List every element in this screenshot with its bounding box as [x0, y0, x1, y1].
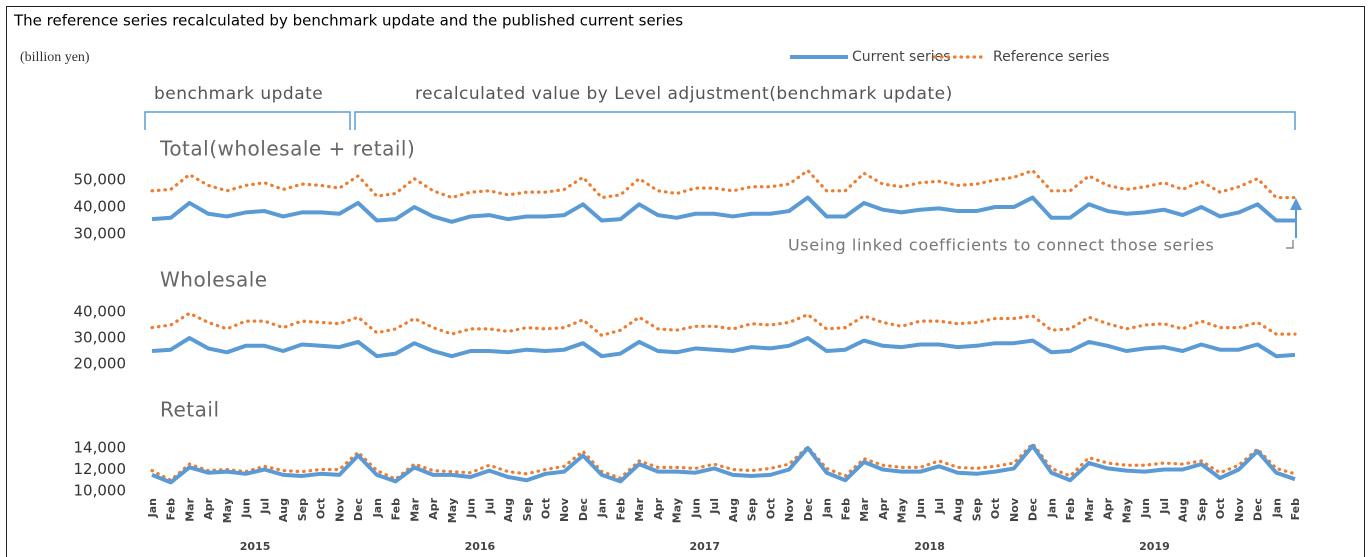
year-label: 2019	[1139, 540, 1170, 553]
panel-title: Wholesale	[160, 268, 268, 292]
x-tick-label: Dec	[1252, 498, 1265, 521]
x-tick-label: Sep	[296, 498, 309, 521]
x-tick-label: Nov	[558, 497, 571, 522]
y-tick-label: 30,000	[74, 225, 127, 243]
series-line	[151, 195, 1295, 224]
x-tick-label: Jul	[933, 498, 946, 515]
arrow-head	[1290, 198, 1302, 210]
y-tick-label: 12,000	[74, 460, 127, 478]
frame	[6, 6, 1365, 557]
y-tick-label: 10,000	[74, 482, 127, 500]
x-tick-label: Oct	[315, 498, 328, 519]
bracket-label: recalculated value by Level adjustment(b…	[415, 84, 953, 104]
year-label: 2015	[240, 540, 271, 553]
x-tick-label: May	[1120, 498, 1133, 523]
x-tick-label: Aug	[1177, 498, 1190, 522]
x-tick-label: Jan	[1045, 498, 1058, 518]
x-tick-label: Feb	[390, 498, 403, 521]
x-tick-label: Jan	[146, 498, 159, 518]
x-tick-label: Jan	[371, 498, 384, 518]
x-tick-label: Jun	[240, 498, 253, 519]
x-tick-label: Apr	[1102, 497, 1115, 519]
x-tick-label: Jul	[708, 498, 721, 515]
x-tick-label: Dec	[1027, 498, 1040, 521]
x-tick-label: Jul	[1158, 498, 1171, 515]
y-tick-label: 30,000	[74, 329, 127, 347]
y-tick-label: 40,000	[74, 303, 127, 321]
unit-label: (billion yen)	[20, 50, 90, 65]
y-tick-label: 50,000	[74, 171, 127, 189]
year-label: 2017	[689, 540, 720, 553]
x-tick-label: Apr	[877, 497, 890, 519]
x-tick-label: Oct	[764, 498, 777, 519]
x-tick-label: Jun	[689, 498, 702, 519]
x-tick-label: Jul	[258, 498, 271, 515]
x-tick-label: Sep	[970, 498, 983, 521]
x-tick-label: Oct	[539, 498, 552, 519]
x-tick-label: Mar	[408, 497, 421, 521]
series-line	[150, 441, 1297, 483]
series-line	[151, 336, 1296, 359]
x-tick-label: May	[221, 498, 234, 523]
year-label: 2016	[465, 540, 496, 553]
x-tick-label: Apr	[652, 497, 665, 519]
x-tick-label: Nov	[783, 497, 796, 522]
chart-title: The reference series recalculated by ben…	[13, 12, 683, 30]
x-tick-label: Nov	[1008, 497, 1021, 522]
x-tick-label: Oct	[989, 498, 1002, 519]
x-tick-label: Nov	[1233, 497, 1246, 522]
x-tick-label: Jan	[596, 498, 609, 518]
series-line	[151, 443, 1296, 485]
bracket	[144, 111, 351, 130]
x-tick-label: Mar	[633, 497, 646, 521]
panel-title: Total(wholesale + retail)	[159, 137, 415, 161]
y-tick-label: 20,000	[74, 355, 127, 373]
legend-label: Current series	[852, 49, 951, 65]
x-tick-label: Mar	[183, 497, 196, 521]
x-tick-label: Feb	[165, 498, 178, 521]
panel-title: Retail	[160, 398, 220, 422]
bracket-label: benchmark update	[154, 84, 323, 104]
x-tick-label: Mar	[858, 497, 871, 521]
year-label: 2018	[914, 540, 945, 553]
x-tick-label: Sep	[1195, 498, 1208, 521]
x-tick-label: Feb	[1289, 498, 1302, 521]
x-tick-label: Feb	[614, 498, 627, 521]
series-line	[150, 311, 1297, 338]
x-tick-label: Dec	[802, 498, 815, 521]
x-tick-label: Feb	[839, 498, 852, 521]
x-tick-label: Aug	[502, 498, 515, 522]
x-tick-label: Jun	[914, 498, 927, 519]
x-tick-label: Jun	[465, 498, 478, 519]
x-tick-label: Oct	[1214, 498, 1227, 519]
annotation: Useing linked coefficients to connect th…	[788, 236, 1214, 255]
legend-label: Reference series	[993, 49, 1109, 65]
x-tick-label: Feb	[1064, 498, 1077, 521]
x-tick-label: Jan	[821, 498, 834, 518]
y-tick-label: 40,000	[74, 198, 127, 216]
x-tick-label: Sep	[746, 498, 759, 521]
x-tick-label: Aug	[727, 498, 740, 522]
x-tick-label: Dec	[577, 498, 590, 521]
y-tick-label: 14,000	[74, 438, 127, 456]
x-tick-label: May	[446, 498, 459, 523]
x-tick-label: Nov	[333, 497, 346, 522]
x-tick-label: Jun	[1139, 498, 1152, 519]
x-tick-label: Dec	[352, 498, 365, 521]
x-tick-label: Jul	[483, 498, 496, 515]
x-tick-label: Aug	[277, 498, 290, 522]
bracket	[354, 111, 1296, 130]
x-tick-label: Apr	[202, 497, 215, 519]
x-tick-label: Apr	[427, 497, 440, 519]
series-line	[150, 168, 1297, 200]
annotation-corner	[1286, 240, 1294, 249]
x-tick-label: Sep	[521, 498, 534, 521]
x-tick-label: Aug	[952, 498, 965, 522]
x-tick-label: Mar	[1083, 497, 1096, 521]
x-tick-label: May	[896, 498, 909, 523]
x-tick-label: Jan	[1270, 498, 1283, 518]
x-tick-label: May	[671, 498, 684, 523]
